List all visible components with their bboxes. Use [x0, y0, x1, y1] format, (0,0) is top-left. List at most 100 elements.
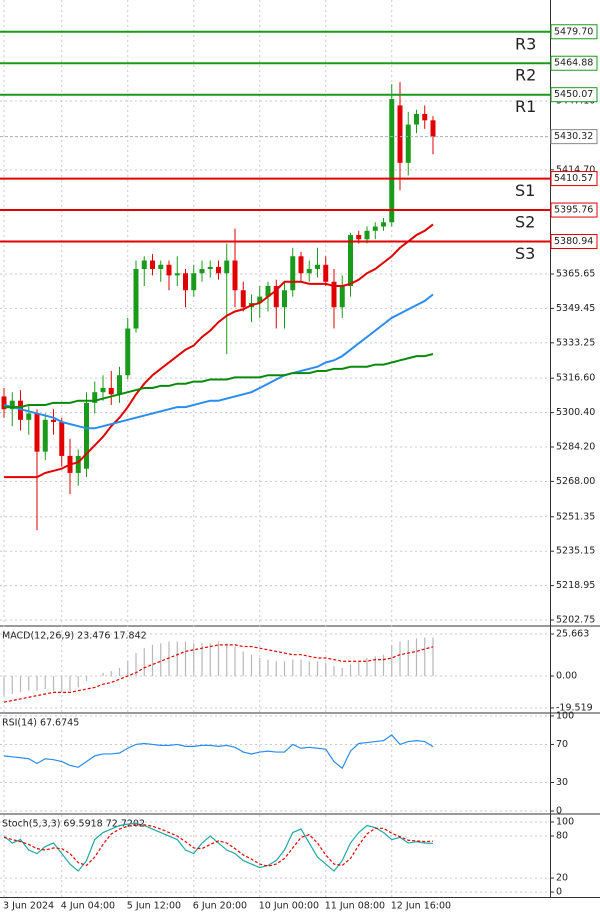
y-tick-label: 70 [556, 739, 568, 750]
candle-body [92, 392, 98, 403]
candle-body [18, 400, 23, 420]
candle-body [34, 413, 40, 452]
y-tick-label: 80 [556, 831, 568, 842]
candle-body [348, 235, 353, 287]
y-tick-label: 5235.15 [556, 546, 595, 557]
moving-average [4, 353, 434, 409]
indicator-title: RSI(14) 67.6745 [2, 718, 79, 729]
candle-body [372, 226, 378, 231]
x-tick-label: 10 Jun 00:00 [259, 901, 319, 912]
candle-body [265, 286, 271, 297]
candle-body [191, 273, 197, 291]
candle-body [117, 375, 122, 395]
y-tick-label: 5251.35 [556, 511, 595, 522]
candle-body [381, 222, 386, 227]
candle-body [183, 273, 188, 291]
candle-body [232, 260, 238, 291]
candle-body [141, 260, 147, 270]
y-tick-label: -19.519 [556, 702, 593, 713]
pivot-name: R1 [515, 97, 536, 116]
y-tick-label: 5284.20 [556, 442, 595, 453]
last-price-box [550, 129, 598, 145]
pivot-name: S3 [515, 244, 535, 263]
pivot-name: S1 [515, 181, 535, 200]
candle-body [298, 256, 304, 274]
candle-body [430, 120, 436, 137]
candle-body [207, 266, 213, 270]
candle-body [100, 387, 106, 393]
last-price-label: 5430.32 [554, 131, 593, 142]
x-tick-label: 6 Jun 20:00 [193, 901, 247, 912]
moving-average [4, 223, 434, 479]
pivot-value-label: 5479.70 [554, 26, 593, 37]
y-tick-label: 5300.40 [556, 407, 595, 418]
pivot-box [550, 24, 598, 40]
y-tick-label: 25.663 [556, 628, 589, 639]
y-tick-label: 5333.25 [556, 337, 595, 348]
x-tick-label: 11 Jun 08:00 [325, 901, 385, 912]
candle-body [59, 421, 65, 456]
y-tick-label: 5365.65 [556, 269, 595, 280]
candle-body [405, 124, 411, 163]
candle-body [1, 396, 7, 410]
candle-body [199, 269, 205, 274]
candle-body [75, 455, 81, 473]
candle-body [174, 273, 180, 276]
pivot-name: S2 [515, 213, 535, 232]
y-tick-label: 5414.70 [556, 164, 595, 175]
candle-body [356, 235, 362, 240]
candle-body [397, 105, 403, 163]
pivot-box [550, 55, 598, 71]
pivot-value-label: 5395.76 [554, 205, 593, 216]
x-tick-label: 4 Jun 04:00 [61, 901, 115, 912]
y-tick-label: 0 [556, 806, 562, 817]
candle-body [306, 269, 312, 274]
indicator-line [3, 734, 434, 770]
candle-body [150, 260, 155, 270]
pivot-box [550, 171, 598, 187]
candle-body [158, 264, 164, 270]
pivot-value-label: 5464.88 [554, 58, 593, 69]
indicator-line [3, 822, 434, 872]
candle-body [364, 230, 370, 240]
candle-body [331, 281, 337, 308]
indicator-title: MACD(12,26,9) 23.476 17.842 [2, 631, 147, 642]
y-tick-label: 5218.95 [556, 580, 595, 591]
y-tick-label: 0 [556, 887, 562, 898]
candle-body [133, 269, 139, 329]
pivot-box [550, 202, 598, 218]
candle-body [315, 264, 320, 270]
candle-body [422, 113, 428, 121]
pivot-box [550, 234, 598, 250]
pivot-name: R3 [515, 34, 536, 53]
y-tick-label: 5202.75 [556, 615, 595, 626]
indicator-line [3, 824, 434, 867]
candle-body [240, 290, 246, 308]
y-tick-label: 30 [556, 777, 568, 788]
candle-body [9, 400, 15, 410]
candle-body [84, 402, 89, 469]
x-tick-label: 3 Jun 2024 [3, 901, 54, 912]
candle-body [224, 260, 230, 274]
candle-body [273, 286, 279, 308]
candle-body [108, 387, 114, 395]
indicator-line [3, 644, 434, 703]
candle-body [51, 419, 56, 422]
candle-body [339, 286, 345, 308]
x-tick-label: 12 Jun 16:00 [391, 901, 451, 912]
candle-body [290, 256, 296, 291]
y-tick-label: 5268.00 [556, 476, 595, 487]
candle-body [166, 264, 172, 276]
candle-body [414, 113, 419, 125]
y-tick-label: 5349.45 [556, 303, 595, 314]
candle-body [389, 99, 395, 223]
moving-average [3, 293, 434, 430]
candle-body [42, 419, 48, 452]
y-tick-label: 5316.60 [556, 373, 595, 384]
candle-body [323, 264, 329, 282]
pivot-value-label: 5380.94 [554, 236, 593, 247]
y-tick-label: 100 [556, 817, 574, 828]
candle-body [282, 290, 287, 308]
